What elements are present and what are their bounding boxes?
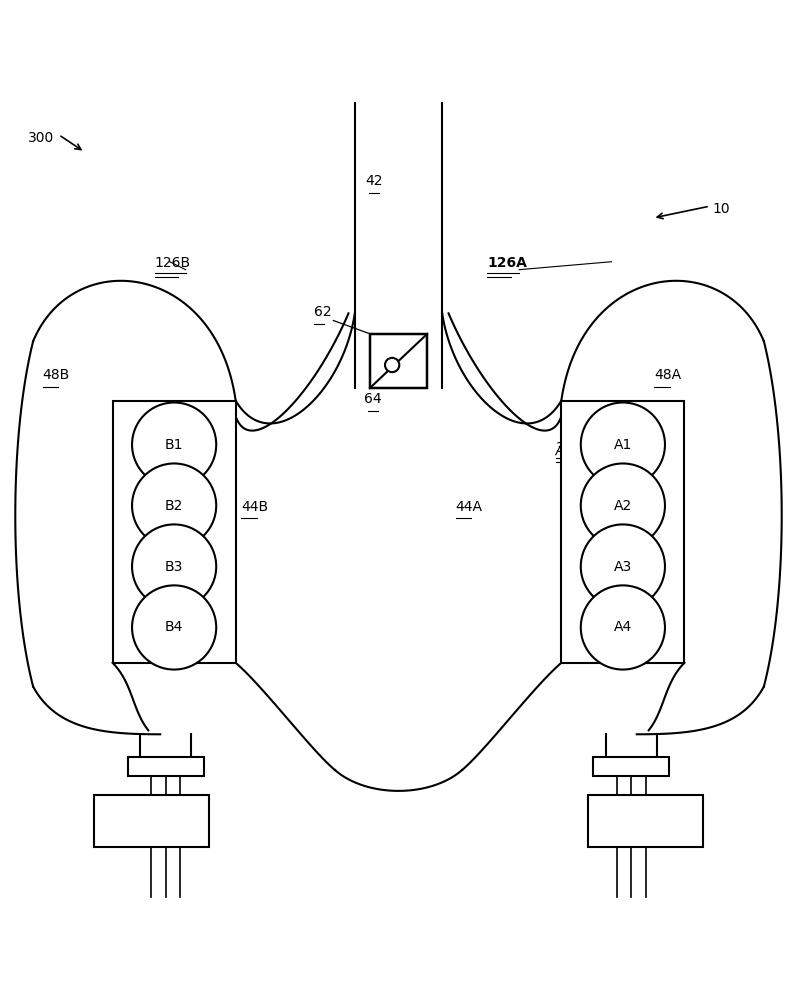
Circle shape	[581, 585, 665, 670]
Text: 70A: 70A	[632, 801, 659, 815]
Bar	[94, 795, 209, 847]
Text: B3: B3	[165, 560, 183, 574]
Text: B2: B2	[165, 499, 183, 513]
Text: 44A: 44A	[456, 500, 483, 514]
Circle shape	[581, 524, 665, 609]
Circle shape	[385, 358, 399, 372]
Bar	[588, 795, 703, 847]
Text: A2: A2	[614, 499, 632, 513]
Text: A4: A4	[614, 620, 632, 634]
Bar	[593, 757, 669, 776]
Circle shape	[132, 463, 216, 548]
Text: 62: 62	[313, 305, 331, 319]
Text: A3: A3	[614, 560, 632, 574]
Text: B1: B1	[165, 438, 183, 452]
Circle shape	[132, 403, 216, 487]
Circle shape	[581, 463, 665, 548]
Text: 30B: 30B	[148, 441, 175, 455]
Circle shape	[132, 585, 216, 670]
Text: 300: 300	[28, 131, 54, 145]
Bar	[370, 334, 427, 388]
Text: 126A: 126A	[488, 256, 528, 270]
Text: 10: 10	[713, 202, 730, 216]
Text: 126B: 126B	[155, 256, 190, 270]
Text: 70B: 70B	[138, 801, 165, 815]
Circle shape	[132, 524, 216, 609]
Bar	[561, 401, 685, 663]
Text: 48A: 48A	[654, 368, 681, 382]
Bar	[112, 401, 236, 663]
Text: 48B: 48B	[43, 368, 70, 382]
Circle shape	[581, 403, 665, 487]
Text: B4: B4	[165, 620, 183, 634]
Text: 64: 64	[364, 392, 382, 406]
Text: 42: 42	[365, 174, 383, 188]
Text: 44B: 44B	[241, 500, 269, 514]
Bar	[128, 757, 204, 776]
Text: 30A: 30A	[556, 441, 583, 455]
Text: A1: A1	[614, 438, 632, 452]
